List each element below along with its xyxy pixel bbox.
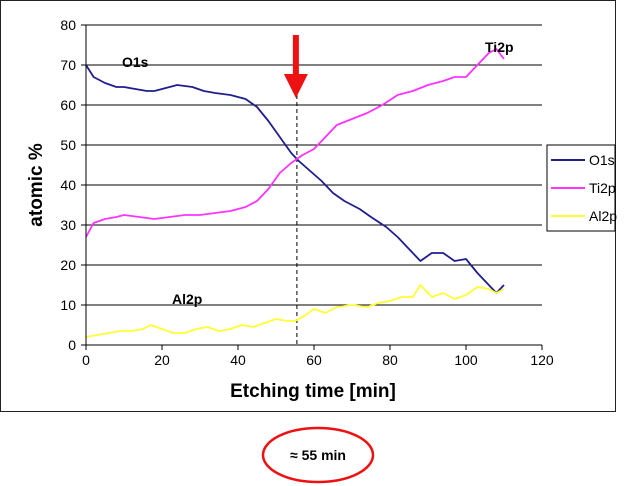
y-tick-label-10: 10 [60,297,76,313]
x-tick-label-80: 80 [382,352,398,368]
x-tick-label-60: 60 [306,352,322,368]
chart-frame [0,0,616,412]
x-axis-title: Etching time [min] [230,381,396,402]
y-tick-label-60: 60 [60,97,76,113]
marker-caption-ellipse [261,426,375,484]
y-tick-label-50: 50 [60,137,76,153]
marker-caption: ≈ 55 min [290,447,346,463]
etch-time-marker [283,35,308,345]
x-tick-label-100: 100 [454,352,478,368]
axes [81,24,543,350]
series-line-o1s [85,64,505,294]
y-tick-label-40: 40 [60,177,76,193]
tick-labels: 0 20 40 60 80 100 120 0 10 20 30 40 50 60 70 80 [60,17,553,368]
series-line-ti2p [85,48,505,238]
y-axis-title: atomic % [26,143,47,227]
x-tick-label-40: 40 [230,352,246,368]
y-tick-label-20: 20 [60,257,76,273]
al2p-curve-label: Al2p [172,291,202,307]
legend-label-o1s: O1s [589,152,615,168]
x-tick-label-20: 20 [154,352,170,368]
marker-arrow-head [283,74,308,98]
legend: O1s Ti2p Al2p [546,144,617,232]
y-tick-label-80: 80 [60,17,76,33]
y-tick-label-70: 70 [60,57,76,73]
ti2p-curve-label: Ti2p [485,39,514,55]
legend-label-ti2p: Ti2p [589,180,616,196]
y-tick-label-30: 30 [60,217,76,233]
y-tick-label-0: 0 [68,337,76,353]
o1s-curve-label: O1s [122,54,149,70]
series-line-al2p [85,284,505,338]
gridlines [86,24,542,306]
x-tick-label-0: 0 [82,352,90,368]
x-tick-label-120: 120 [530,352,554,368]
legend-label-al2p: Al2p [589,208,617,224]
series-lines [85,48,505,338]
